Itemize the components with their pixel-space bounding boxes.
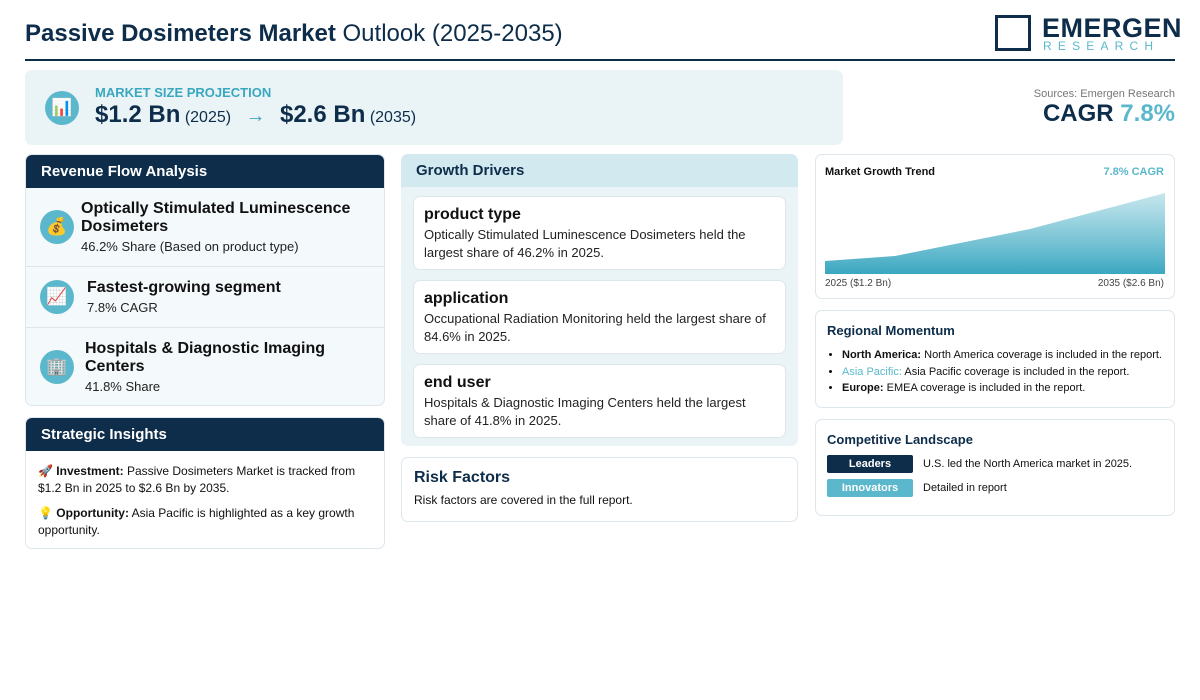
- insight: 💡 Opportunity: Asia Pacific is highlight…: [38, 505, 373, 539]
- region-text: North America coverage is included in th…: [924, 349, 1162, 361]
- region-name: Asia Pacific:: [842, 365, 902, 378]
- badge: Innovators: [827, 479, 913, 497]
- insight-text: Asia Pacific is highlighted as a key gro…: [38, 506, 355, 537]
- regional-momentum: Regional Momentum North America: North A…: [815, 310, 1175, 408]
- logo-mark: [995, 15, 1031, 51]
- insight-text: Passive Dosimeters Market is tracked fro…: [38, 464, 356, 495]
- section-title: Competitive Landscape: [827, 432, 973, 447]
- cagr-label: CAGR: [1042, 100, 1114, 127]
- projection-box: 📊 MARKET SIZE PROJECTION $1.2 Bn (2025) …: [25, 70, 843, 145]
- arrow: →: [245, 105, 266, 127]
- region-text: EMEA coverage is included in the report.: [886, 382, 1086, 394]
- driver-card: application Occupational Radiation Monito…: [413, 280, 786, 354]
- driver-text: Hospitals & Diagnostic Imaging Centers h…: [424, 395, 746, 428]
- cagr-value: 7.8%: [1120, 100, 1175, 127]
- start-year: (2025): [184, 109, 232, 126]
- competitive-landscape: Competitive Landscape Leaders U.S. led t…: [815, 419, 1175, 516]
- item-icon: 💰: [40, 210, 74, 244]
- driver-text: Occupational Radiation Monitoring held t…: [424, 311, 766, 344]
- item-title: Fastest-growing segment: [87, 279, 281, 296]
- revenue-item: 💰 Optically Stimulated Luminescence Dosi…: [26, 188, 384, 266]
- cagr: CAGR 7.8%: [1043, 100, 1175, 128]
- driver-title: product type: [424, 206, 521, 223]
- item-subtitle: 7.8% CAGR: [87, 300, 158, 315]
- item-subtitle: 41.8% Share: [85, 379, 161, 394]
- strategic-insights: Strategic Insights 🚀 Investment: Passive…: [25, 417, 385, 549]
- trend-area: [825, 193, 1165, 274]
- projection-label: MARKET SIZE PROJECTION: [95, 85, 272, 100]
- section-title: Strategic Insights: [26, 418, 384, 451]
- trend-title: Market Growth Trend: [825, 166, 936, 178]
- insight: 🚀 Investment: Passive Dosimeters Market …: [38, 463, 373, 497]
- item-title: Hospitals & Diagnostic Imaging Centers: [85, 340, 326, 375]
- revenue-flow: Revenue Flow Analysis 💰 Optically Stimul…: [25, 154, 385, 406]
- sources: Sources: Emergen Research: [1033, 88, 1175, 100]
- revenue-item: 🏢 Hospitals & Diagnostic Imaging Centers…: [26, 327, 384, 405]
- insight-label: Investment:: [56, 464, 124, 478]
- item-body: Fastest-growing segment 7.8% CAGR: [87, 279, 281, 315]
- driver-card: end user Hospitals & Diagnostic Imaging C…: [413, 364, 786, 438]
- trend-cagr: 7.8% CAGR: [1103, 166, 1164, 178]
- driver-title: application: [424, 290, 509, 307]
- driver-card: product type Optically Stimulated Lumines…: [413, 196, 786, 270]
- end-year: (2035): [369, 109, 417, 126]
- start-value: $1.2 Bn: [95, 101, 181, 128]
- trend-start: 2025 ($1.2 Bn): [825, 278, 892, 289]
- badge-text: U.S. led the North America market in 202…: [923, 458, 1133, 470]
- insight-label: Opportunity:: [56, 506, 129, 520]
- risk-text: Risk factors are covered in the full rep…: [414, 493, 633, 507]
- section-title: Growth Drivers: [401, 154, 798, 187]
- badge-text: Detailed in report: [923, 482, 1007, 494]
- insight-icon: 🚀: [38, 464, 53, 478]
- section-title: Regional Momentum: [827, 323, 955, 338]
- region-item: North America: North America coverage is…: [842, 347, 1162, 364]
- region-list: North America: North America coverage is…: [816, 347, 1162, 397]
- logo-bottom: RESEARCH: [1043, 39, 1160, 53]
- growth-drivers: Growth Drivers product type Optically Sti…: [401, 154, 798, 446]
- driver-text: Optically Stimulated Luminescence Dosime…: [424, 227, 746, 260]
- projection-values: $1.2 Bn (2025) → $2.6 Bn (2035): [95, 101, 416, 129]
- item-title: Optically Stimulated Luminescence Dosime…: [81, 200, 351, 235]
- region-text: Asia Pacific coverage is included in the…: [904, 365, 1130, 378]
- region-item: Asia Pacific: Asia Pacific coverage is i…: [842, 364, 1162, 381]
- section-title: Risk Factors: [414, 469, 511, 486]
- item-body: Hospitals & Diagnostic Imaging Centers 41…: [85, 340, 365, 394]
- trend-end: 2035 ($2.6 Bn): [1097, 278, 1164, 289]
- page-title: Passive Dosimeters Market Outlook (2025-…: [25, 20, 563, 48]
- region-item: Europe: EMEA coverage is included in the…: [842, 380, 1162, 397]
- badge: Leaders: [827, 455, 913, 473]
- logo-top: EMERGEN: [1042, 13, 1183, 43]
- header-rule: [25, 59, 1175, 61]
- item-icon: 🏢: [40, 350, 74, 384]
- driver-title: end user: [424, 374, 491, 391]
- item-body: Optically Stimulated Luminescence Dosime…: [81, 200, 371, 254]
- region-name: Europe:: [842, 382, 884, 394]
- region-name: North America:: [842, 349, 922, 361]
- section-title: Revenue Flow Analysis: [26, 155, 384, 188]
- area-shape: [825, 193, 1165, 274]
- trend-card: Market Growth Trend 7.8% CAGR 2025 ($1.2…: [815, 154, 1175, 299]
- item-subtitle: 46.2% Share (Based on product type): [81, 239, 299, 254]
- title-rest: Outlook (2025-2035): [342, 20, 563, 47]
- item-icon: 📈: [40, 280, 74, 314]
- insight-icon: 💡: [38, 506, 53, 520]
- risk-factors: Risk Factors Risk factors are covered in…: [401, 457, 798, 522]
- revenue-item: 📈 Fastest-growing segment 7.8% CAGR: [26, 266, 384, 328]
- end-value: $2.6 Bn: [279, 101, 366, 128]
- title-bold: Passive Dosimeters Market: [25, 20, 336, 47]
- projection-icon: 📊: [45, 91, 79, 125]
